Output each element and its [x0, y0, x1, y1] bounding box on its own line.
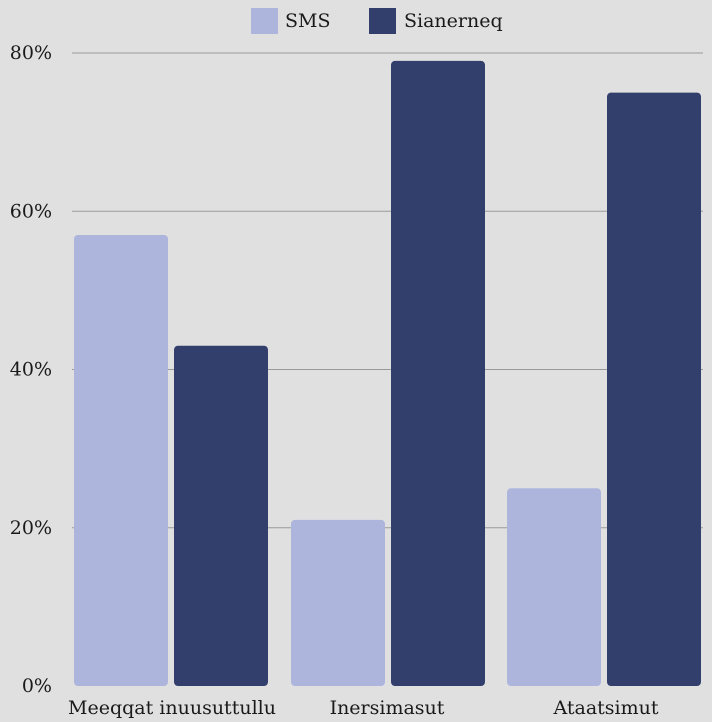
y-tick-label: 20%	[10, 517, 52, 539]
x-tick-label: Meeqqat inuusuttullu	[68, 697, 276, 719]
y-tick-label: 80%	[10, 42, 52, 64]
y-axis-ticks: 0% 20% 40% 60% 80%	[10, 42, 52, 697]
bar-sianerneq-1	[174, 345, 268, 686]
bar-sms-3	[507, 488, 601, 686]
bars	[74, 60, 701, 687]
y-tick-label: 0%	[22, 675, 52, 697]
legend: SMS Sianerneq	[251, 8, 503, 34]
legend-swatch-sianerneq	[369, 8, 396, 34]
x-tick-label: Inersimasut	[330, 697, 445, 719]
bar-sianerneq-2	[391, 60, 485, 687]
legend-swatch-sms	[251, 8, 278, 34]
x-axis-ticks: Meeqqat inuusuttullu Inersimasut Ataatsimu…	[68, 697, 659, 719]
bar-sms-2	[291, 519, 385, 686]
legend-label-sianerneq: Sianerneq	[404, 10, 503, 32]
legend-label-sms: SMS	[285, 10, 331, 32]
bar-sianerneq-3	[607, 92, 701, 686]
y-tick-label: 40%	[10, 359, 52, 381]
x-tick-label: Ataatsimut	[552, 697, 658, 719]
y-tick-label: 60%	[10, 200, 52, 222]
bar-sms-1	[74, 234, 168, 687]
